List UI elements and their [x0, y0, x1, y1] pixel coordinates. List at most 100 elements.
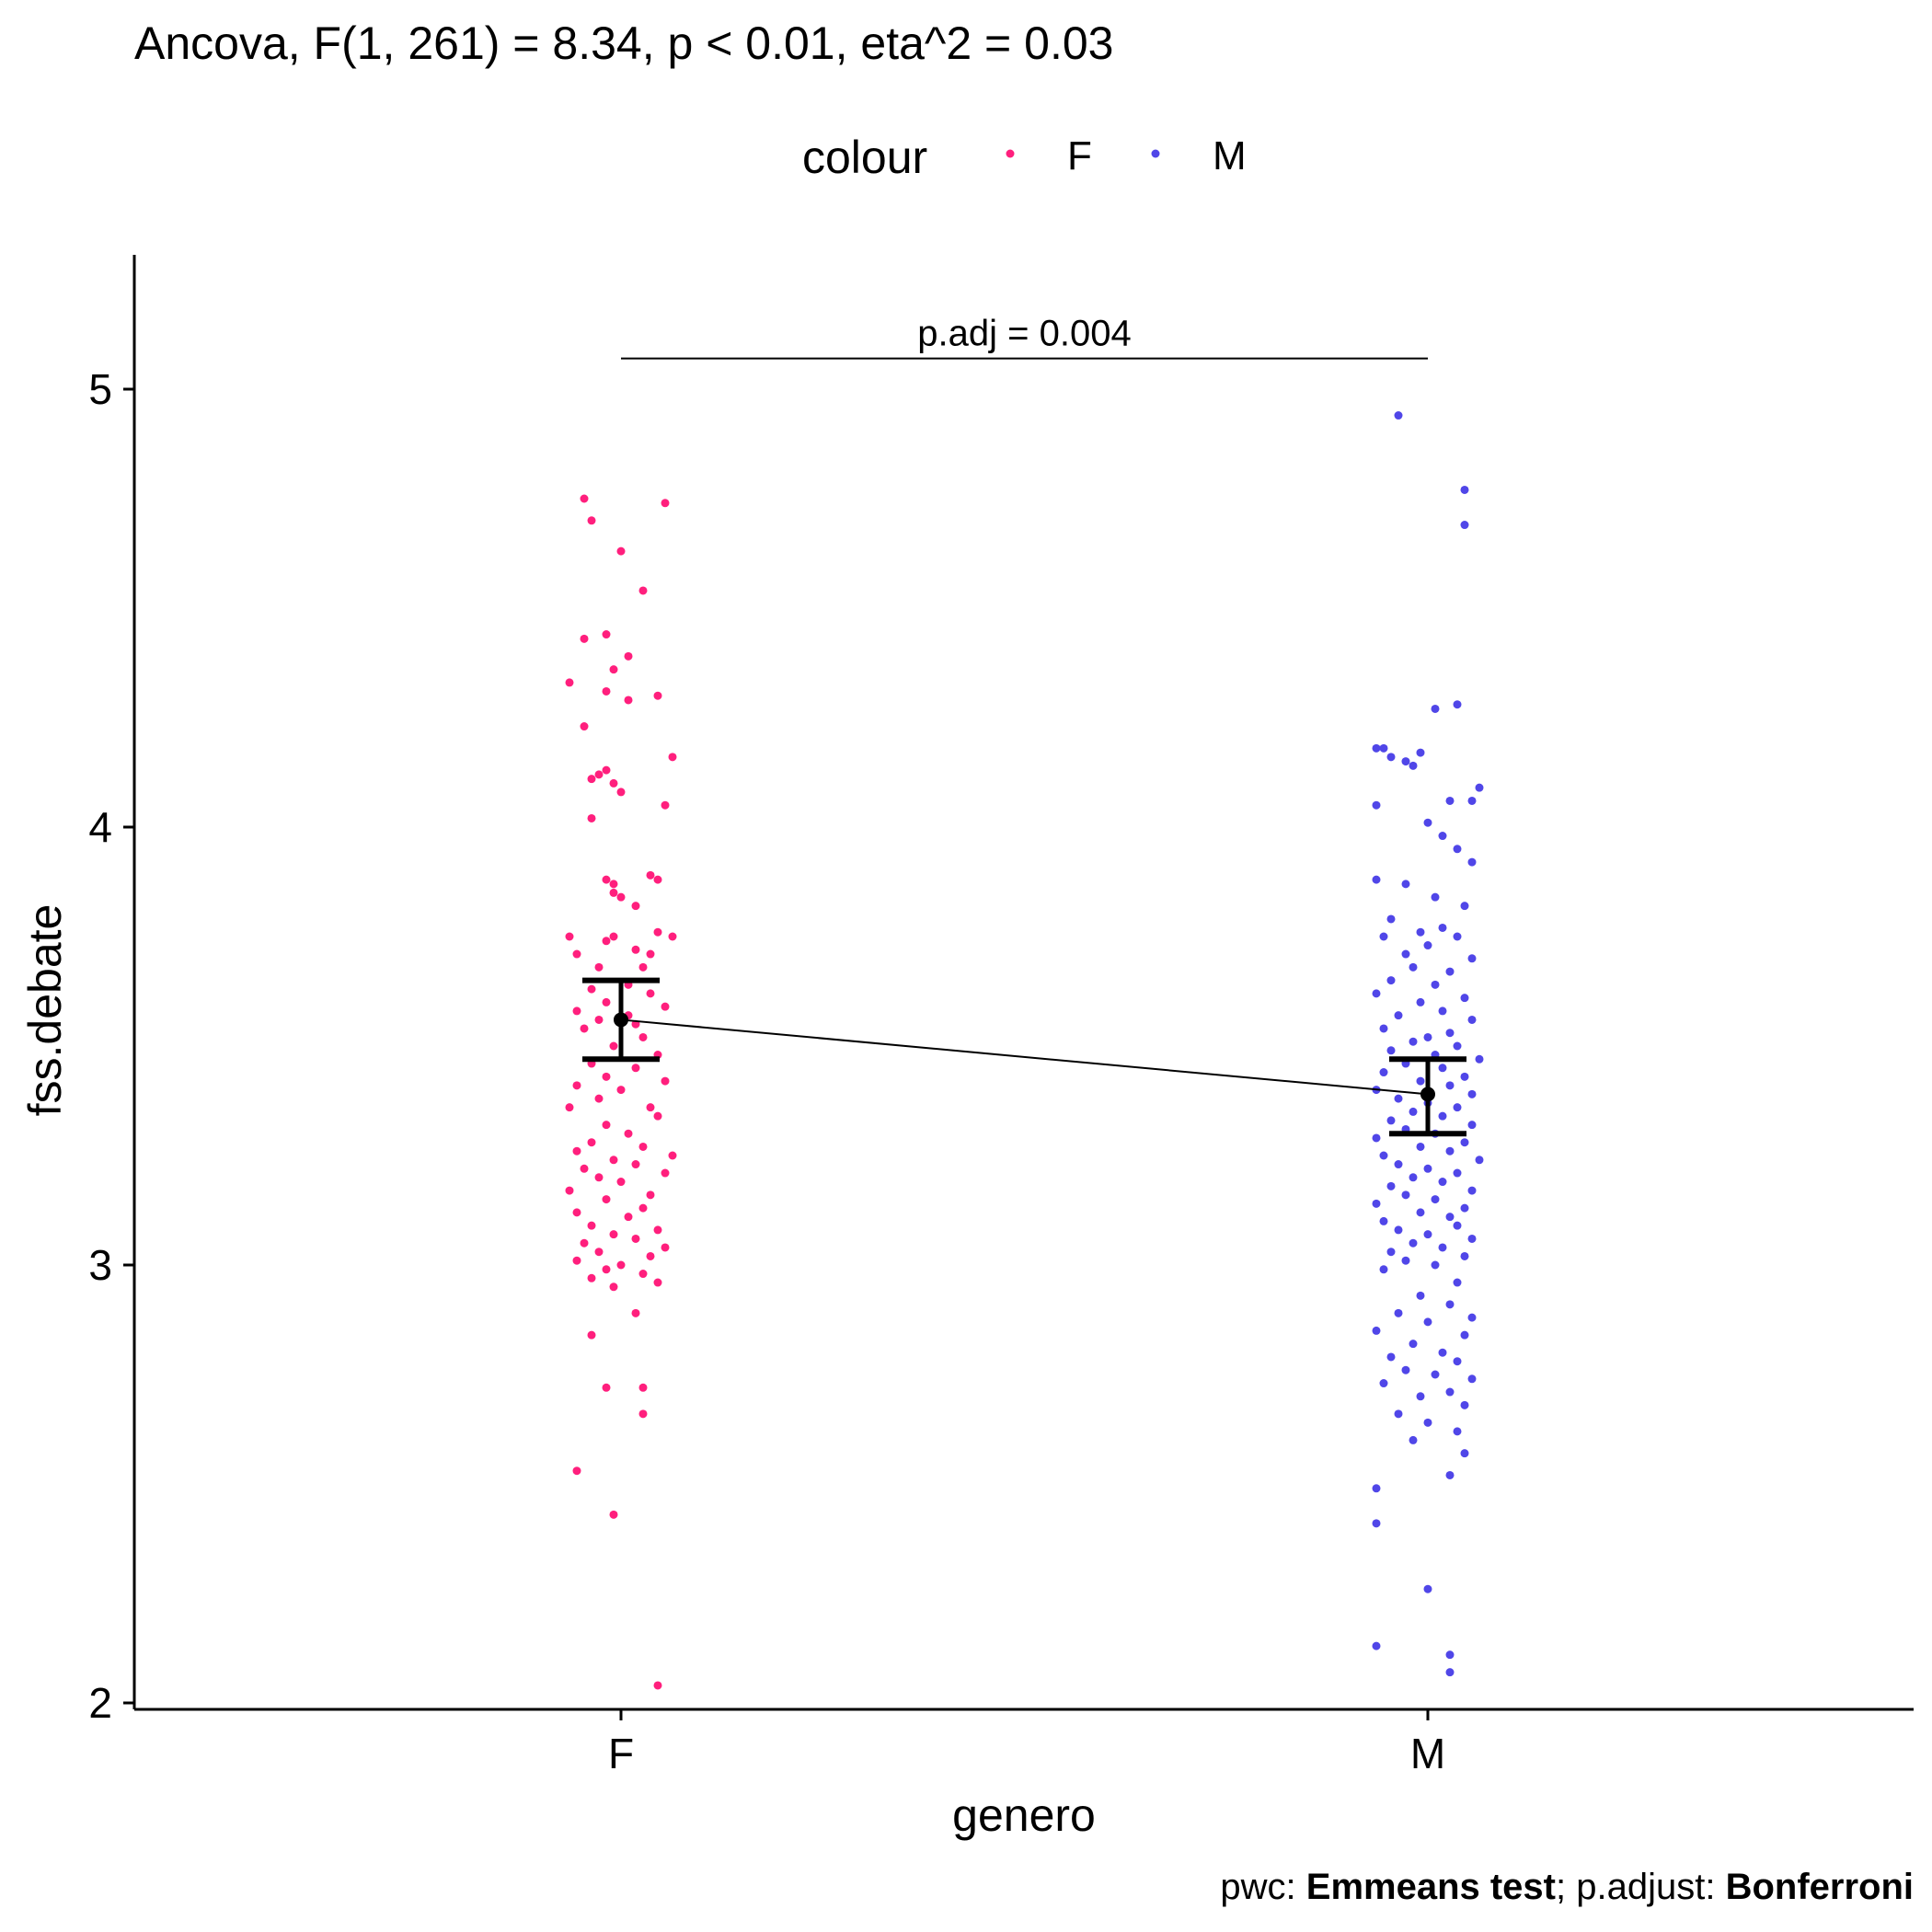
y-tick-label: 2: [88, 1679, 112, 1727]
data-point-m: [1401, 880, 1410, 889]
data-point-m: [1431, 892, 1440, 902]
data-points: [565, 411, 1484, 1690]
data-point-f: [638, 1142, 648, 1151]
data-point-f: [653, 691, 662, 700]
data-point-m: [1467, 1015, 1477, 1024]
data-point-m: [1372, 1484, 1381, 1493]
data-point-m: [1431, 1260, 1440, 1270]
legend-marker-f: [1006, 149, 1015, 158]
data-point-f: [661, 1168, 670, 1178]
data-point-m: [1445, 967, 1455, 976]
data-point-f: [653, 1225, 662, 1235]
data-point-m: [1386, 753, 1396, 762]
data-point-m: [1467, 954, 1477, 963]
data-point-f: [602, 875, 611, 884]
data-point-f: [609, 888, 618, 897]
data-point-f: [646, 870, 655, 880]
data-point-f: [594, 1094, 604, 1103]
data-point-m: [1386, 1248, 1396, 1257]
data-point-f: [609, 1041, 618, 1051]
data-point-f: [631, 902, 640, 911]
data-point-f: [587, 1273, 596, 1282]
data-point-m: [1379, 1151, 1388, 1160]
data-point-m: [1460, 1203, 1469, 1213]
data-point-m: [1416, 748, 1425, 757]
data-point-f: [594, 1015, 604, 1024]
caption-adjust: Bonferroni: [1726, 1867, 1914, 1907]
data-point-f: [587, 775, 596, 784]
data-point-f: [609, 880, 618, 889]
data-point-m: [1416, 927, 1425, 937]
data-point-f: [646, 989, 655, 998]
data-point-m: [1401, 1190, 1410, 1200]
data-point-f: [609, 932, 618, 941]
data-point-f: [631, 945, 640, 954]
caption-middle: ; p.adjust:: [1556, 1867, 1726, 1907]
chart-title: Ancova, F(1, 261) = 8.34, p < 0.01, eta^…: [134, 17, 1113, 69]
data-point-f: [572, 1256, 581, 1265]
data-point-m: [1445, 796, 1455, 805]
data-point-m: [1438, 1178, 1447, 1187]
data-point-f: [565, 1103, 574, 1112]
data-point-f: [602, 1195, 611, 1204]
mean-point-m: [1420, 1087, 1435, 1102]
data-point-f: [631, 1064, 640, 1073]
data-point-f: [594, 962, 604, 972]
data-point-f: [609, 1156, 618, 1165]
data-point-f: [646, 1103, 655, 1112]
data-point-m: [1460, 485, 1469, 494]
data-point-f: [661, 1076, 670, 1086]
data-point-m: [1445, 1029, 1455, 1038]
y-tick-label: 4: [88, 803, 112, 851]
data-point-m: [1372, 800, 1381, 810]
data-point-m: [1445, 1300, 1455, 1309]
data-point-f: [565, 932, 574, 941]
data-point-f: [587, 1138, 596, 1147]
data-point-f: [616, 788, 626, 797]
y-axis-ticks: 2 3 4 5: [88, 365, 134, 1727]
data-point-m: [1409, 1107, 1418, 1116]
data-point-m: [1379, 932, 1388, 941]
data-point-m: [1453, 700, 1462, 709]
data-point-m: [1416, 1392, 1425, 1401]
y-tick-label: 3: [88, 1241, 112, 1289]
data-point-m: [1401, 1365, 1410, 1374]
data-point-m: [1386, 1116, 1396, 1125]
data-point-m: [1460, 1400, 1469, 1409]
data-point-m: [1379, 1265, 1388, 1274]
data-point-f: [616, 892, 626, 902]
data-point-m: [1467, 1089, 1477, 1098]
data-point-f: [653, 1278, 662, 1287]
data-point-m: [1460, 1330, 1469, 1340]
data-point-m: [1394, 1225, 1403, 1235]
data-point-m: [1467, 796, 1477, 805]
data-point-f: [638, 1270, 648, 1279]
data-point-f: [616, 1178, 626, 1187]
data-point-f: [587, 1221, 596, 1230]
data-point-f: [661, 499, 670, 508]
data-point-m: [1423, 1032, 1432, 1041]
data-point-f: [602, 937, 611, 946]
data-point-m: [1445, 1470, 1455, 1479]
data-point-f: [602, 630, 611, 639]
data-point-f: [609, 1282, 618, 1292]
data-point-m: [1453, 1168, 1462, 1178]
data-point-m: [1431, 1370, 1440, 1379]
data-point-m: [1379, 1379, 1388, 1388]
data-point-m: [1453, 845, 1462, 854]
data-point-m: [1386, 976, 1396, 985]
data-point-m: [1460, 1449, 1469, 1458]
mean-connector-line: [620, 1018, 1429, 1096]
data-point-m: [1453, 932, 1462, 941]
data-point-f: [638, 1409, 648, 1419]
data-point-f: [572, 1006, 581, 1016]
data-point-m: [1431, 980, 1440, 989]
data-point-m: [1438, 1348, 1447, 1357]
data-point-m: [1453, 1041, 1462, 1051]
data-point-m: [1445, 1650, 1455, 1660]
mean-point-f: [614, 1012, 628, 1028]
data-point-f: [602, 686, 611, 696]
data-point-m: [1386, 1352, 1396, 1362]
